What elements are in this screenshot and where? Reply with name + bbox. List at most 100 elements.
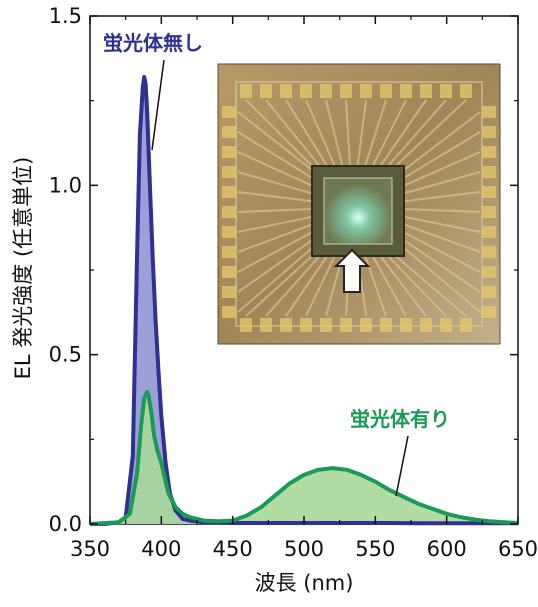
pad	[420, 318, 432, 332]
pad	[482, 166, 496, 178]
pad	[280, 84, 292, 98]
x-tick-label: 500	[284, 537, 324, 561]
pad	[400, 318, 412, 332]
pad	[440, 318, 452, 332]
lead	[237, 151, 313, 187]
lead	[237, 215, 313, 233]
lead	[265, 255, 321, 317]
lead	[379, 255, 427, 317]
pad	[482, 286, 496, 298]
series-line-without-phosphor	[90, 75, 518, 526]
pad	[320, 84, 332, 98]
lead	[237, 208, 313, 213]
pad	[460, 318, 472, 332]
lead	[403, 247, 481, 313]
lead	[237, 131, 313, 179]
lead	[237, 171, 313, 195]
pad	[280, 318, 292, 332]
pad	[222, 266, 236, 278]
lead	[387, 99, 447, 167]
lead	[237, 223, 313, 253]
lead	[371, 99, 407, 167]
x-axis-title: 波長 (nm)	[255, 571, 354, 595]
series-area-without-phosphor	[90, 77, 518, 524]
lead	[394, 255, 467, 317]
pad	[440, 84, 452, 98]
x-tick-label: 400	[141, 537, 181, 561]
lead	[403, 208, 481, 213]
pad	[260, 84, 272, 98]
x-tick-label: 600	[427, 537, 467, 561]
y-axis-title: EL 発光強度 (任意単位)	[11, 157, 35, 380]
pad	[222, 246, 236, 258]
axis-layer: 350 400 450 500 550 600 650 0.0 0.5 1.0 1.5	[49, 4, 538, 561]
up-arrow-icon	[333, 248, 371, 293]
annotation-with-leader	[395, 435, 409, 497]
pad	[260, 318, 272, 332]
lead	[403, 191, 481, 203]
lead	[356, 99, 367, 167]
pad	[300, 318, 312, 332]
pad	[222, 206, 236, 218]
y-tick-label: 0.0	[49, 512, 82, 536]
pad	[482, 246, 496, 258]
annotation-without-leader	[151, 59, 165, 151]
x-tick-label: 450	[213, 537, 253, 561]
pad	[340, 318, 352, 332]
annotation-with-phosphor: 蛍光体有り	[350, 407, 450, 431]
lead	[403, 231, 481, 273]
pad	[340, 84, 352, 98]
pad	[222, 306, 236, 318]
led-chip-photo-icon	[217, 63, 501, 345]
pad	[222, 146, 236, 158]
lead	[305, 255, 336, 317]
x-tick-label: 650	[498, 537, 538, 561]
y-tick-label: 0.5	[49, 343, 82, 367]
lead	[245, 99, 313, 167]
lead	[237, 239, 313, 293]
lead	[345, 99, 351, 167]
pad	[482, 266, 496, 278]
x-tick-label: 350	[70, 537, 110, 561]
pad	[482, 206, 496, 218]
pad	[482, 146, 496, 158]
pad	[482, 186, 496, 198]
lead	[245, 255, 313, 317]
lead	[285, 99, 329, 167]
lead	[265, 99, 321, 167]
pad	[360, 318, 372, 332]
pad	[380, 318, 392, 332]
lead	[403, 239, 481, 293]
pad	[222, 226, 236, 238]
y-tick-label: 1.0	[49, 173, 82, 197]
lead	[305, 99, 336, 167]
inset-pads	[222, 84, 496, 332]
pad	[222, 186, 236, 198]
pad	[482, 126, 496, 138]
lead	[371, 255, 407, 317]
pad	[400, 84, 412, 98]
pad	[222, 106, 236, 118]
lead	[379, 99, 427, 167]
pad	[222, 166, 236, 178]
lead	[403, 223, 481, 253]
lead	[403, 111, 481, 171]
pad	[482, 306, 496, 318]
lead	[285, 255, 329, 317]
pad	[380, 84, 392, 98]
lead	[403, 171, 481, 195]
annotation-without-phosphor: 蛍光体無し	[103, 31, 203, 55]
pad	[300, 84, 312, 98]
pad	[482, 226, 496, 238]
lead	[387, 255, 447, 317]
series-line-with-phosphor	[89, 389, 519, 526]
lead	[237, 231, 313, 273]
pad	[240, 318, 252, 332]
series-area-with-phosphor	[90, 391, 518, 524]
x-tick-label: 550	[355, 537, 395, 561]
lead	[403, 215, 481, 233]
lead	[403, 151, 481, 187]
lead	[237, 191, 313, 203]
lead	[394, 99, 467, 167]
